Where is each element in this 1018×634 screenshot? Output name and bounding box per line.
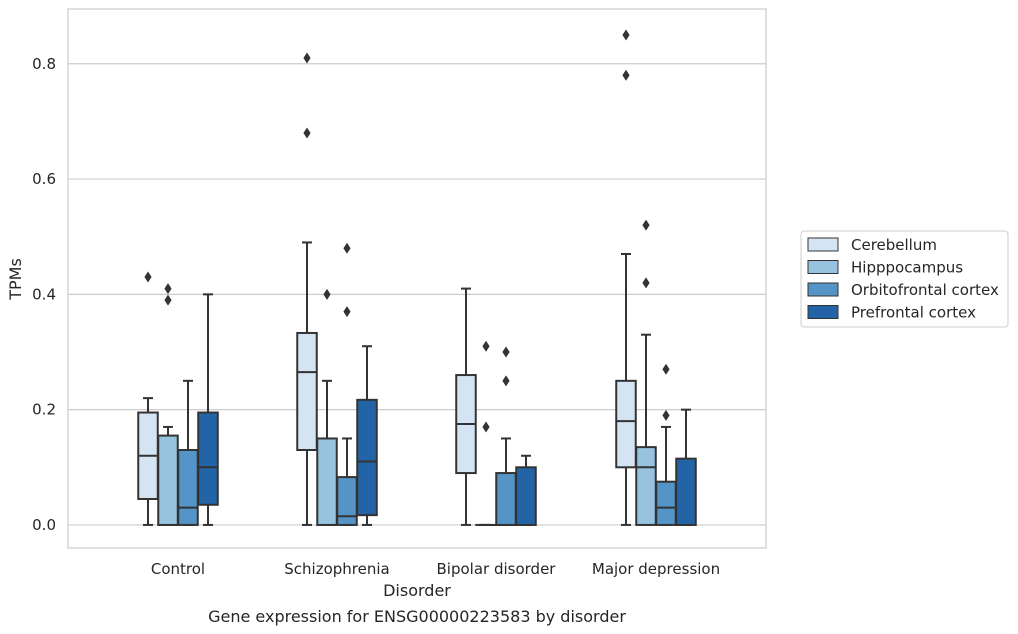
outlier-point <box>343 306 351 318</box>
outlier-point <box>164 283 172 295</box>
y-tick-label: 0.4 <box>32 285 56 303</box>
box-body <box>615 379 637 469</box>
outlier-point <box>144 271 152 283</box>
legend-label: Orbitofrontal cortex <box>851 281 999 299</box>
x-tick-label: Control <box>151 560 205 578</box>
box-body <box>316 437 338 526</box>
box <box>157 283 179 526</box>
x-axis-title: Disorder <box>383 581 451 600</box>
box-body <box>655 480 677 526</box>
outlier-point <box>323 288 331 300</box>
legend-swatch <box>807 237 839 252</box>
legend-swatch <box>807 305 839 319</box>
box <box>356 345 378 526</box>
box <box>336 242 358 526</box>
box <box>675 408 697 526</box>
y-tick-label: 0.8 <box>32 55 56 73</box>
y-tick-labels: 0.0 0.2 0.4 0.6 0.8 <box>32 55 56 534</box>
box-body <box>177 449 199 526</box>
outlier-point <box>502 375 510 387</box>
box <box>655 363 677 526</box>
plot-area <box>137 29 697 526</box>
box <box>197 293 219 526</box>
outlier-point <box>482 421 490 433</box>
legend-swatch <box>807 282 839 297</box>
outlier-point <box>303 127 311 139</box>
legend-frame <box>800 230 1009 328</box>
box-body <box>515 466 537 526</box>
y-axis-title: TPMs <box>6 258 25 301</box>
box-body <box>336 476 358 526</box>
chart-caption: Gene expression for ENSG00000223583 by d… <box>208 607 626 626</box>
legend-items: Cerebellum Hipppocampus Orbitofrontal cort… <box>807 236 999 322</box>
outlier-point <box>622 29 630 41</box>
x-tick-labels: Control Schizophrenia Bipolar disorder Majo… <box>151 560 720 578</box>
y-tick-label: 0.0 <box>32 516 56 534</box>
outlier-point <box>642 219 650 231</box>
box <box>316 288 338 526</box>
y-tick-label: 0.6 <box>32 170 56 188</box>
outlier-point <box>662 363 670 375</box>
outlier-point <box>303 52 311 64</box>
outlier-point <box>642 277 650 289</box>
box <box>635 219 657 526</box>
box-body <box>356 398 378 517</box>
legend-label: Prefrontal cortex <box>851 304 976 322</box>
box <box>495 346 517 526</box>
legend-label: Cerebellum <box>851 236 937 254</box>
box-body <box>157 434 179 526</box>
box <box>475 340 497 526</box>
outlier-point <box>622 69 630 81</box>
outlier-point <box>164 294 172 306</box>
x-tick-label: Bipolar disorder <box>437 560 557 578</box>
outlier-point <box>502 346 510 358</box>
box <box>615 29 637 526</box>
box <box>296 52 318 526</box>
box-body <box>495 472 517 526</box>
outlier-point <box>662 409 670 421</box>
box <box>515 454 537 526</box>
box <box>177 379 199 526</box>
outlier-point <box>343 242 351 254</box>
box-body <box>197 411 219 506</box>
plot-frame <box>67 8 767 549</box>
legend-label: Hipppocampus <box>851 259 963 277</box>
x-tick-label: Major depression <box>592 560 720 578</box>
outlier-point <box>482 340 490 352</box>
y-tick-label: 0.2 <box>32 401 56 419</box>
legend-swatch <box>807 260 839 274</box>
box-body <box>296 331 318 451</box>
legend: Cerebellum Hipppocampus Orbitofrontal cort… <box>800 230 1009 328</box>
box-body <box>635 446 657 526</box>
box-body <box>675 457 697 526</box>
box <box>455 287 477 526</box>
box <box>137 271 159 526</box>
x-tick-label: Schizophrenia <box>284 560 389 578</box>
